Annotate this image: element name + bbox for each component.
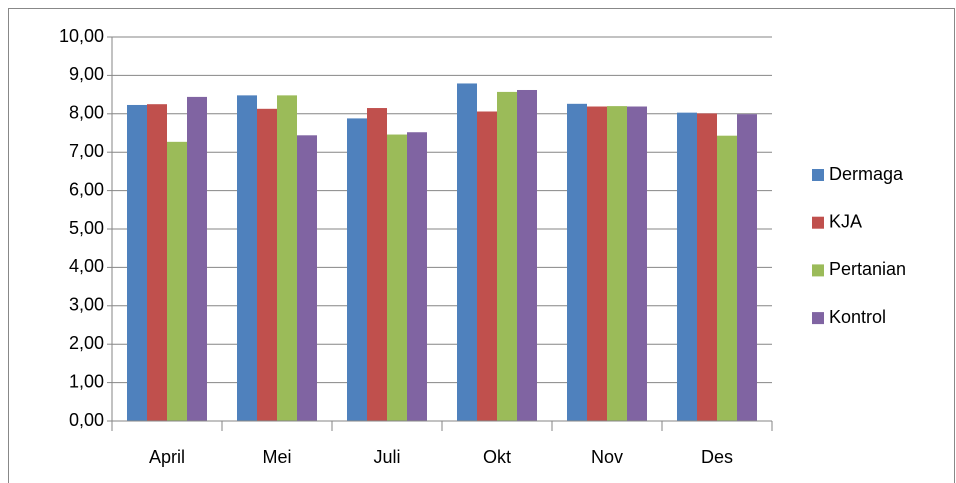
chart-frame bbox=[8, 8, 955, 483]
bar bbox=[717, 135, 737, 422]
y-tick-label: 1,00 bbox=[69, 371, 104, 391]
y-tick-label: 9,00 bbox=[69, 64, 104, 84]
bar bbox=[407, 132, 427, 421]
x-tick-label: Okt bbox=[483, 447, 511, 467]
x-tick-label: Des bbox=[701, 447, 733, 467]
y-tick-label: 4,00 bbox=[69, 256, 104, 276]
y-tick-label: 6,00 bbox=[69, 179, 104, 199]
x-tick-label: Juli bbox=[373, 447, 400, 467]
bar bbox=[517, 89, 537, 421]
bar bbox=[387, 134, 407, 421]
bar bbox=[737, 114, 757, 422]
x-tick-label: Mei bbox=[262, 447, 291, 467]
legend-label: Dermaga bbox=[829, 164, 904, 184]
bar bbox=[567, 103, 587, 421]
legend-swatch bbox=[812, 216, 824, 229]
bar bbox=[237, 95, 257, 422]
bar bbox=[277, 95, 297, 422]
legend-swatch bbox=[812, 312, 824, 325]
bar bbox=[367, 108, 387, 421]
y-tick-label: 2,00 bbox=[69, 333, 104, 353]
bar bbox=[677, 112, 697, 421]
bar bbox=[147, 104, 167, 421]
y-tick-label: 8,00 bbox=[69, 103, 104, 123]
bar bbox=[187, 96, 207, 422]
bar bbox=[607, 106, 627, 422]
x-tick-label: April bbox=[149, 447, 185, 467]
y-tick-label: 3,00 bbox=[69, 295, 104, 315]
y-tick-label: 5,00 bbox=[69, 218, 104, 238]
legend-label: Pertanian bbox=[829, 259, 906, 279]
y-tick-label: 10,00 bbox=[59, 26, 104, 46]
bar bbox=[347, 118, 367, 422]
bar bbox=[627, 106, 647, 421]
legend-swatch bbox=[812, 169, 824, 181]
x-tick-label: Nov bbox=[591, 447, 623, 467]
bar bbox=[297, 135, 317, 421]
bar bbox=[457, 83, 477, 422]
legend-label: Kontrol bbox=[829, 307, 886, 327]
bar bbox=[497, 91, 517, 422]
bar bbox=[477, 111, 497, 421]
bar bbox=[167, 141, 187, 421]
bar bbox=[127, 104, 147, 421]
bar bbox=[697, 113, 717, 421]
bar bbox=[257, 108, 277, 422]
legend-swatch bbox=[812, 264, 824, 277]
bar bbox=[587, 106, 607, 421]
y-tick-label: 7,00 bbox=[69, 141, 104, 161]
legend-label: KJA bbox=[829, 211, 862, 231]
y-tick-label: 0,00 bbox=[69, 410, 104, 430]
